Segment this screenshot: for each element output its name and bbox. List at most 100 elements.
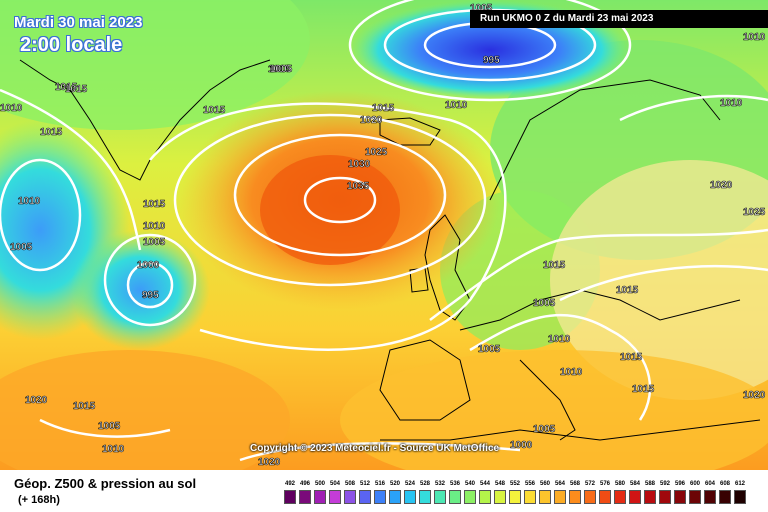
colorbar-swatch	[569, 490, 581, 504]
colorbar-tick-label: 572	[584, 481, 595, 487]
colorbar: 492 496 500 504 508 512 516 520 524 528 532 536 540 5…	[284, 480, 752, 506]
colorbar-tick-label: 556	[524, 481, 535, 487]
isobar-label-low-west: 995	[142, 290, 159, 301]
colorbar-swatch	[704, 490, 716, 504]
legend-subtitle: (+ 168h)	[18, 494, 60, 506]
colorbar-swatch	[359, 490, 371, 504]
colorbar-swatch	[449, 490, 461, 504]
colorbar-swatch	[659, 490, 671, 504]
isobar-label: 1020	[710, 180, 733, 191]
colorbar-tick-label: 492	[284, 481, 295, 487]
isobar-1020-high	[149, 102, 507, 351]
colorbar-tick-label: 576	[599, 481, 610, 487]
isobar-label: 1010	[560, 367, 583, 378]
forecast-date: Mardi 30 mai 2023	[14, 14, 143, 31]
colorbar-swatch	[599, 490, 611, 504]
colorbar-tick-label: 608	[719, 481, 730, 487]
colorbar-tick-label: 520	[389, 481, 400, 487]
colorbar-tick-label: 568	[569, 481, 580, 487]
isobar-label: 1025	[365, 147, 388, 158]
colorbar-swatch	[299, 490, 311, 504]
isobars	[0, 0, 768, 460]
isobar-label: 1020	[743, 390, 766, 401]
colorbar-swatch	[329, 490, 341, 504]
colorbar-swatch	[584, 490, 596, 504]
colorbar-tick-label: 564	[554, 481, 565, 487]
isobar-label: 1005	[143, 237, 166, 248]
weather-map: 1005 1010 1015 1015 1015 1010 1005 995 1…	[0, 0, 768, 470]
isobar-label: 1010	[143, 221, 166, 232]
colorbar-swatch	[689, 490, 701, 504]
colorbar-swatch	[494, 490, 506, 504]
colorbar-swatch	[284, 490, 296, 504]
colorbar-swatch	[614, 490, 626, 504]
colorbar-tick-label: 496	[299, 481, 310, 487]
isobar-995-west	[126, 261, 174, 309]
colorbar-tick-label: 612	[734, 481, 745, 487]
colorbar-swatch	[734, 490, 746, 504]
isobar-label: 1005	[270, 64, 293, 75]
colorbar-tick-label: 592	[659, 481, 670, 487]
isobar-1010-west	[0, 158, 82, 272]
isobar-label: 1005	[533, 298, 556, 309]
isobar-label: 1015	[203, 105, 226, 116]
colorbar-swatch	[554, 490, 566, 504]
isobar-label-high: 1035	[347, 181, 370, 192]
colorbar-swatch	[629, 490, 641, 504]
isobar-label: 1015	[372, 103, 395, 114]
field-green-nw	[0, 0, 310, 130]
isobar-label: 1025	[743, 207, 766, 218]
isobar-1020-east	[559, 265, 768, 302]
colorbar-tick-label: 596	[674, 481, 685, 487]
isobar-label: 1010	[0, 103, 23, 114]
iberia-coast	[379, 339, 471, 421]
iceland-coast	[379, 117, 441, 146]
isobar-label: 1005	[98, 421, 121, 432]
isobar-label: 1005	[478, 344, 501, 355]
colorbar-swatch	[404, 490, 416, 504]
colorbar-tick-label: 536	[449, 481, 460, 487]
europe-north-coast	[459, 289, 741, 331]
isobar-label: 1010	[720, 98, 743, 109]
colorbar-tick-label: 580	[614, 481, 625, 487]
isobar-label-low-north: 995	[483, 55, 500, 66]
colorbar-tick-label: 552	[509, 481, 520, 487]
colorbar-swatch	[719, 490, 731, 504]
colorbar-swatch	[434, 490, 446, 504]
colorbar-tick-label: 512	[359, 481, 370, 487]
isobar-label: 1015	[616, 285, 639, 296]
isobar-label: 1020	[360, 115, 383, 126]
legend-bar: Géop. Z500 & pression au sol (+ 168h) 49…	[0, 470, 768, 512]
colorbar-tick-label: 524	[404, 481, 415, 487]
isobar-label: 1015	[632, 384, 655, 395]
isobar-label: 1000	[510, 440, 533, 451]
colorbar-tick-label: 584	[629, 481, 640, 487]
field-yellow-east	[550, 160, 768, 400]
isobar-1020-south	[239, 442, 521, 462]
isobar-1015-west	[0, 88, 142, 251]
field-cyan-low	[70, 230, 210, 350]
colorbar-swatch	[464, 490, 476, 504]
isobar-1035	[303, 176, 377, 224]
isobar-label: 1015	[620, 352, 643, 363]
colorbar-swatch	[539, 490, 551, 504]
colorbar-swatch	[644, 490, 656, 504]
isobar-1010-sw	[39, 418, 171, 438]
isobar-1030	[233, 133, 447, 257]
isobar-1005-north	[348, 0, 632, 102]
isobar-1015-ne	[619, 94, 768, 122]
colorbar-swatch	[479, 490, 491, 504]
isobar-1010-europe	[469, 314, 652, 421]
isobar-label: 1015	[40, 127, 63, 138]
colorbar-tick-label: 544	[479, 481, 490, 487]
isobar-label: 1020	[25, 395, 48, 406]
colorbar-swatch	[344, 490, 356, 504]
isobar-1025	[173, 113, 487, 287]
isobar-label: 1030	[348, 159, 371, 170]
isobar-1015-europe	[429, 228, 768, 321]
colorbar-tick-label: 560	[539, 481, 550, 487]
isobar-label: 1015	[268, 64, 291, 75]
colorbar-swatch	[509, 490, 521, 504]
italy-coast	[519, 359, 576, 441]
